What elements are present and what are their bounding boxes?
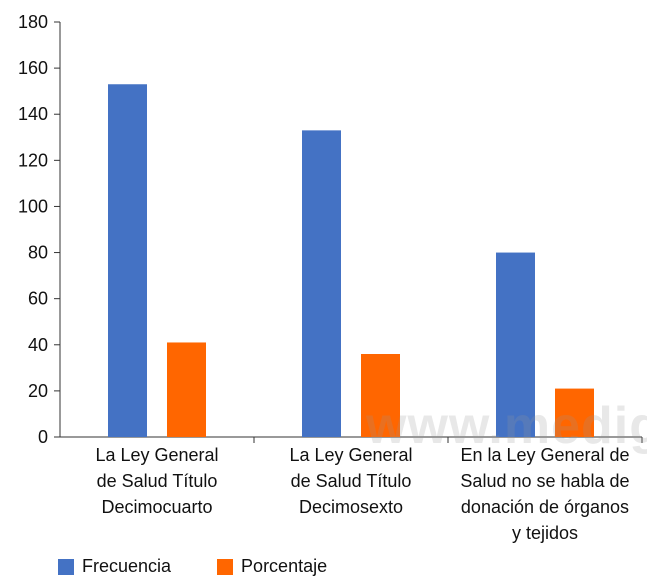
- x-tick-label: de Salud Título: [291, 471, 412, 491]
- x-tick-label: donación de órganos: [461, 497, 629, 517]
- legend-item-frecuencia: Frecuencia: [58, 556, 171, 577]
- x-tick-label: La Ley General: [289, 445, 412, 465]
- x-tick-label: y tejidos: [512, 523, 578, 543]
- y-tick-label: 120: [18, 150, 48, 170]
- bar-frecuencia-2: [496, 252, 535, 437]
- x-tick-label: En la Ley General de: [460, 445, 629, 465]
- legend-item-porcentaje: Porcentaje: [217, 556, 327, 577]
- legend-label-porcentaje: Porcentaje: [241, 556, 328, 576]
- legend: Frecuencia Porcentaje: [58, 556, 327, 577]
- y-tick-label: 180: [18, 12, 48, 32]
- y-tick-label: 40: [28, 335, 48, 355]
- bar-porcentaje-2: [555, 388, 594, 437]
- x-tick-label: Decimosexto: [299, 497, 403, 517]
- y-tick-label: 0: [38, 427, 48, 447]
- x-tick-label: Salud no se habla de: [460, 471, 629, 491]
- y-tick-label: 100: [18, 196, 48, 216]
- legend-swatch-porcentaje: [217, 558, 234, 575]
- bar-frecuencia-0: [108, 84, 147, 437]
- legend-swatch-frecuencia: [58, 558, 74, 575]
- bar-porcentaje-1: [361, 354, 400, 437]
- y-tick-label: 140: [18, 104, 48, 124]
- bar-frecuencia-1: [302, 130, 341, 437]
- y-tick-label: 160: [18, 58, 48, 78]
- x-tick-label: La Ley General: [95, 445, 218, 465]
- x-tick-label: Decimocuarto: [101, 497, 212, 517]
- x-tick-label: de Salud Título: [97, 471, 218, 491]
- y-tick-label: 60: [28, 289, 48, 309]
- bar-porcentaje-0: [167, 342, 206, 437]
- y-tick-label: 80: [28, 243, 48, 263]
- legend-label-frecuencia: Frecuencia: [82, 556, 172, 576]
- y-tick-label: 20: [28, 381, 48, 401]
- watermark-text: www.medig: [366, 397, 647, 455]
